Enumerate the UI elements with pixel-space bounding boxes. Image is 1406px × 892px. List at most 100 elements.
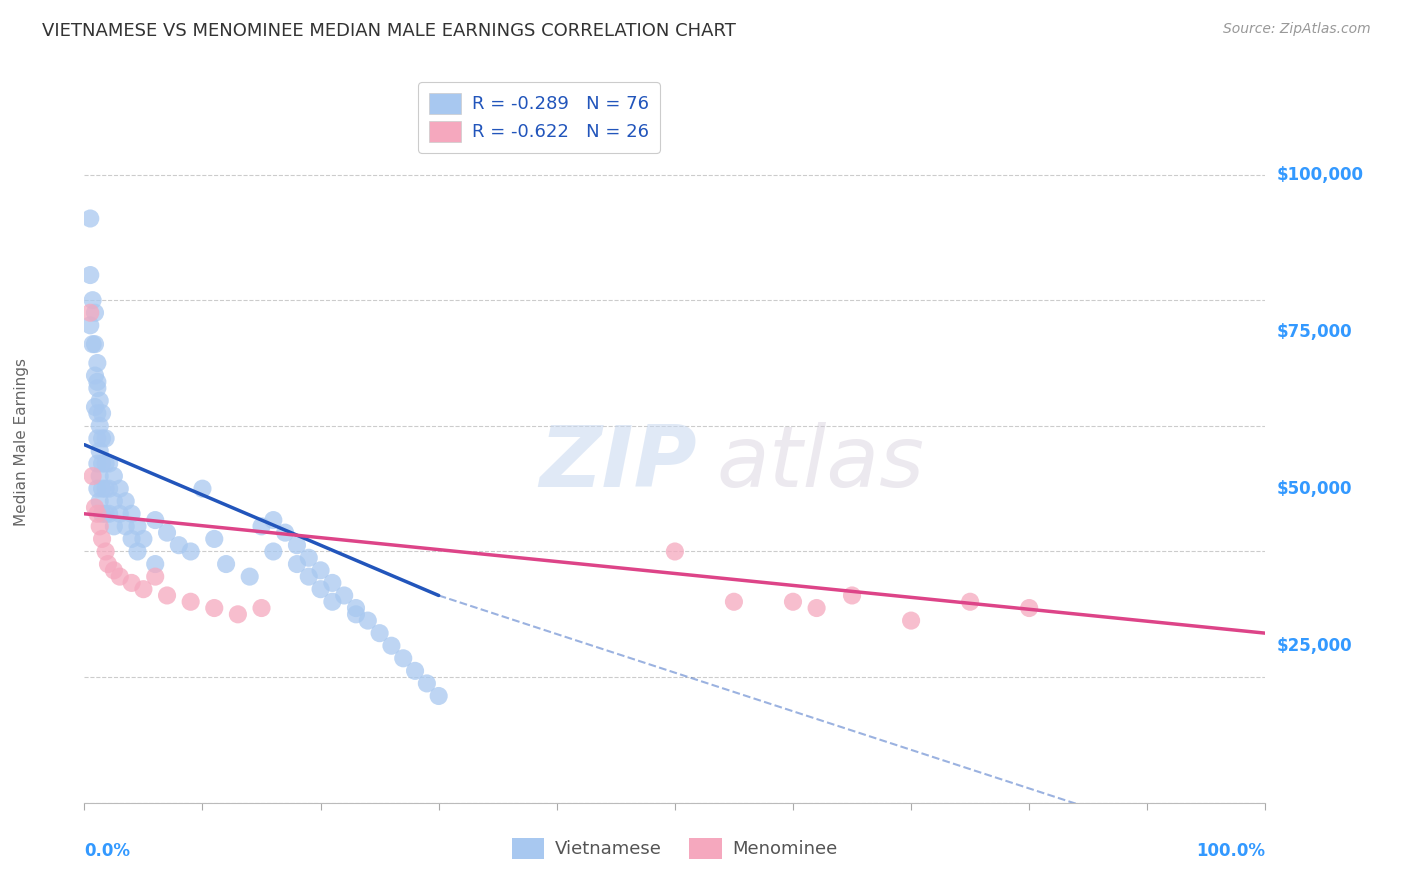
Point: [262, 513, 284, 527]
Point: [86, 457, 108, 471]
Point: [79, 268, 101, 282]
Point: [91, 431, 114, 445]
Point: [250, 519, 273, 533]
Text: VIETNAMESE VS MENOMINEE MEDIAN MALE EARNINGS CORRELATION CHART: VIETNAMESE VS MENOMINEE MEDIAN MALE EARN…: [42, 22, 737, 40]
Point: [98, 482, 121, 496]
Point: [84, 306, 107, 320]
Point: [357, 614, 380, 628]
Point: [89, 418, 111, 433]
Point: [89, 494, 111, 508]
Point: [262, 544, 284, 558]
Point: [723, 595, 745, 609]
Point: [127, 519, 149, 533]
Point: [180, 544, 202, 558]
Point: [298, 550, 321, 565]
Point: [94, 507, 117, 521]
Point: [86, 482, 108, 496]
Point: [91, 507, 114, 521]
Point: [82, 337, 104, 351]
Point: [333, 589, 356, 603]
Point: [84, 337, 107, 351]
Text: $75,000: $75,000: [1277, 323, 1353, 341]
Point: [94, 457, 117, 471]
Point: [98, 507, 121, 521]
Text: 0.0%: 0.0%: [84, 842, 131, 860]
Point: [344, 601, 367, 615]
Point: [114, 519, 136, 533]
Point: [97, 557, 120, 571]
Point: [344, 607, 367, 622]
Legend: Vietnamese, Menominee: Vietnamese, Menominee: [505, 830, 845, 866]
Point: [959, 595, 981, 609]
Point: [84, 368, 107, 383]
Point: [121, 507, 143, 521]
Point: [91, 482, 114, 496]
Point: [404, 664, 426, 678]
Text: $25,000: $25,000: [1277, 637, 1353, 655]
Point: [94, 431, 117, 445]
Point: [103, 469, 125, 483]
Point: [108, 569, 131, 583]
Point: [108, 507, 131, 521]
Point: [121, 575, 143, 590]
Point: [94, 482, 117, 496]
Point: [664, 544, 686, 558]
Point: [215, 557, 238, 571]
Text: $50,000: $50,000: [1277, 480, 1353, 498]
Point: [86, 507, 108, 521]
Point: [156, 525, 179, 540]
Point: [103, 494, 125, 508]
Point: [84, 400, 107, 414]
Point: [86, 431, 108, 445]
Point: [86, 381, 108, 395]
Text: ZIP: ZIP: [538, 422, 697, 505]
Point: [91, 457, 114, 471]
Point: [309, 563, 332, 577]
Point: [143, 513, 166, 527]
Text: Source: ZipAtlas.com: Source: ZipAtlas.com: [1223, 22, 1371, 37]
Point: [427, 689, 450, 703]
Point: [167, 538, 190, 552]
Text: Median Male Earnings: Median Male Earnings: [14, 358, 30, 525]
Point: [156, 589, 179, 603]
Point: [91, 532, 114, 546]
Point: [89, 519, 111, 533]
Point: [321, 595, 343, 609]
Text: atlas: atlas: [716, 422, 924, 505]
Point: [806, 601, 828, 615]
Point: [82, 293, 104, 308]
Point: [86, 375, 108, 389]
Point: [103, 563, 125, 577]
Point: [392, 651, 415, 665]
Point: [114, 494, 136, 508]
Point: [103, 519, 125, 533]
Point: [82, 469, 104, 483]
Point: [121, 532, 143, 546]
Point: [285, 538, 308, 552]
Point: [86, 406, 108, 420]
Point: [1018, 601, 1040, 615]
Point: [416, 676, 439, 690]
Point: [79, 306, 101, 320]
Point: [84, 500, 107, 515]
Point: [86, 356, 108, 370]
Point: [368, 626, 391, 640]
Point: [191, 482, 214, 496]
Point: [79, 211, 101, 226]
Point: [98, 457, 121, 471]
Point: [900, 614, 922, 628]
Point: [89, 444, 111, 458]
Point: [180, 595, 202, 609]
Point: [79, 318, 101, 333]
Point: [285, 557, 308, 571]
Point: [143, 557, 166, 571]
Point: [250, 601, 273, 615]
Point: [132, 582, 155, 597]
Point: [202, 532, 225, 546]
Text: 100.0%: 100.0%: [1197, 842, 1265, 860]
Point: [143, 569, 166, 583]
Point: [782, 595, 804, 609]
Point: [841, 589, 863, 603]
Point: [321, 575, 343, 590]
Point: [94, 544, 117, 558]
